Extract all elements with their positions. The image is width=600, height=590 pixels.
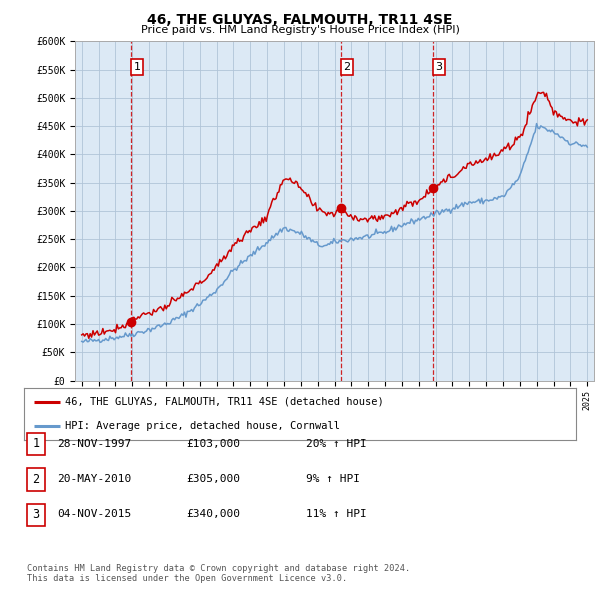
Text: Price paid vs. HM Land Registry's House Price Index (HPI): Price paid vs. HM Land Registry's House … (140, 25, 460, 35)
Text: 9% ↑ HPI: 9% ↑ HPI (306, 474, 360, 484)
Text: £305,000: £305,000 (186, 474, 240, 484)
Text: 1: 1 (133, 62, 140, 72)
Text: 2: 2 (343, 62, 350, 72)
Text: 46, THE GLUYAS, FALMOUTH, TR11 4SE (detached house): 46, THE GLUYAS, FALMOUTH, TR11 4SE (deta… (65, 396, 384, 407)
Text: 20-MAY-2010: 20-MAY-2010 (57, 474, 131, 484)
Text: 11% ↑ HPI: 11% ↑ HPI (306, 510, 367, 519)
Text: Contains HM Land Registry data © Crown copyright and database right 2024.
This d: Contains HM Land Registry data © Crown c… (27, 563, 410, 583)
Text: 28-NOV-1997: 28-NOV-1997 (57, 439, 131, 448)
Text: 3: 3 (32, 508, 40, 521)
Text: HPI: Average price, detached house, Cornwall: HPI: Average price, detached house, Corn… (65, 421, 340, 431)
Text: 46, THE GLUYAS, FALMOUTH, TR11 4SE: 46, THE GLUYAS, FALMOUTH, TR11 4SE (147, 13, 453, 27)
Text: 20% ↑ HPI: 20% ↑ HPI (306, 439, 367, 448)
Text: 2: 2 (32, 473, 40, 486)
Text: 04-NOV-2015: 04-NOV-2015 (57, 510, 131, 519)
Text: 3: 3 (436, 62, 443, 72)
Text: 1: 1 (32, 437, 40, 450)
Text: £340,000: £340,000 (186, 510, 240, 519)
Text: £103,000: £103,000 (186, 439, 240, 448)
